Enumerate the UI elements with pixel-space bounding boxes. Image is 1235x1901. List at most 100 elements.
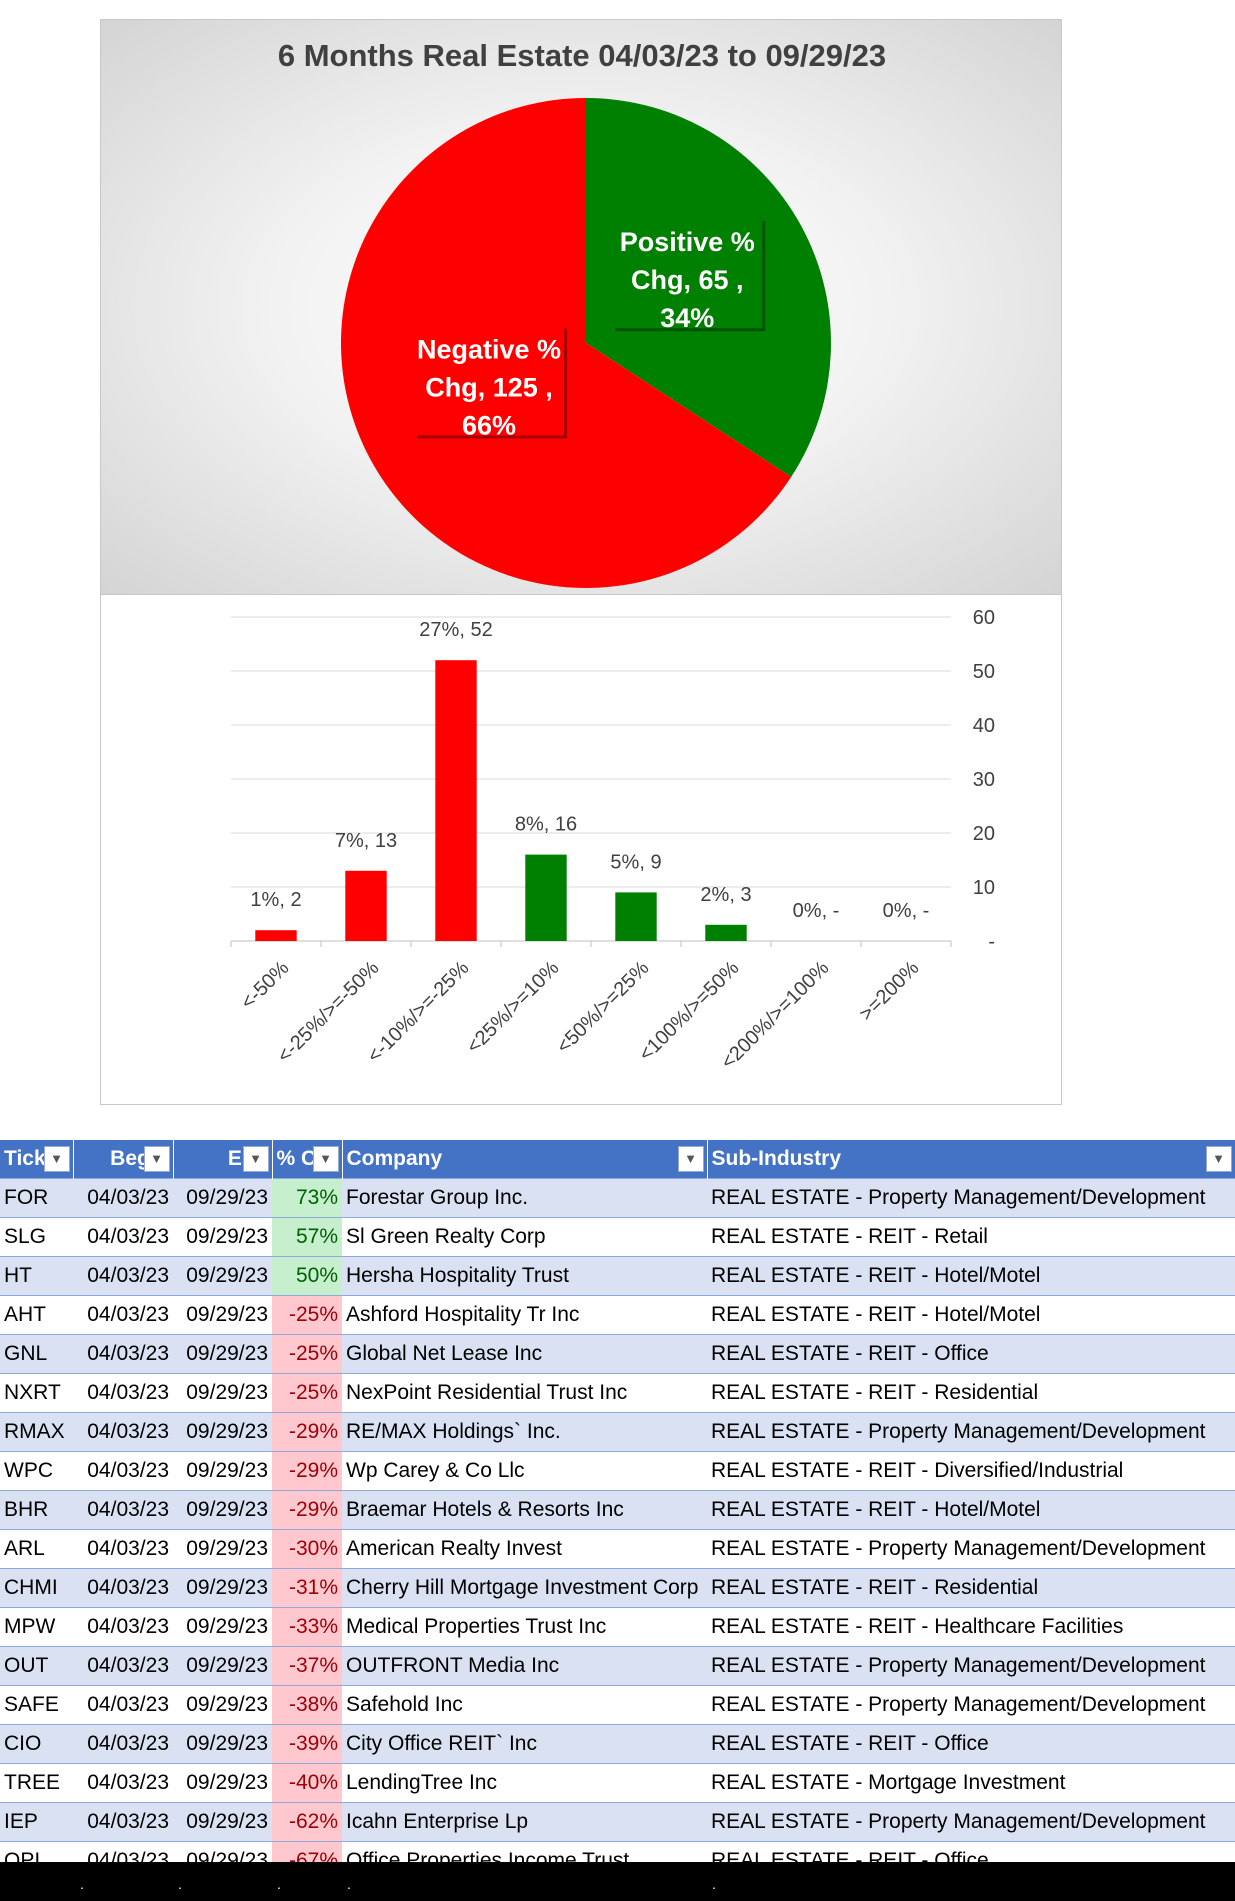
cell-sub-industry[interactable]: REAL ESTATE - Property Management/Develo… [707, 1646, 1235, 1686]
cell-pct-chg[interactable]: 73% [272, 1178, 342, 1218]
cell-end[interactable]: 09/29/23 [173, 1334, 272, 1374]
cell-begin[interactable]: 04/03/23 [73, 1334, 173, 1374]
cell-sub-industry[interactable]: REAL ESTATE - REIT - Hotel/Motel [707, 1490, 1235, 1530]
header-pct-chg[interactable]: % Chg ▼ [272, 1140, 343, 1179]
cell-company[interactable]: Safehold Inc [342, 1685, 707, 1725]
cell-end[interactable]: 09/29/23 [173, 1451, 272, 1491]
cell-ticker[interactable]: GNL [0, 1334, 73, 1374]
cell-company[interactable]: LendingTree Inc [342, 1763, 707, 1803]
cell-end[interactable]: 09/29/23 [173, 1607, 272, 1647]
header-begin[interactable]: Begin ▼ [73, 1140, 174, 1179]
cell-sub-industry[interactable]: REAL ESTATE - REIT - Diversified/Industr… [707, 1451, 1235, 1491]
cell-company[interactable]: Medical Properties Trust Inc [342, 1607, 707, 1647]
cell-ticker[interactable]: NXRT [0, 1373, 73, 1413]
cell-pct-chg[interactable]: -33% [272, 1607, 342, 1647]
filter-dropdown-icon[interactable]: ▼ [1205, 1146, 1232, 1172]
filter-dropdown-icon[interactable]: ▼ [312, 1146, 339, 1172]
cell-end[interactable]: 09/29/23 [173, 1529, 272, 1569]
cell-end[interactable]: 09/29/23 [173, 1373, 272, 1413]
header-company[interactable]: Company ▼ [342, 1140, 708, 1179]
cell-begin[interactable]: 04/03/23 [73, 1529, 173, 1569]
cell-sub-industry[interactable]: REAL ESTATE - REIT - Office [707, 1334, 1235, 1374]
cell-company[interactable]: Sl Green Realty Corp [342, 1217, 707, 1257]
cell-sub-industry[interactable]: REAL ESTATE - Property Management/Develo… [707, 1178, 1235, 1218]
cell-company[interactable]: American Realty Invest [342, 1529, 707, 1569]
cell-begin[interactable]: 04/03/23 [73, 1412, 173, 1452]
cell-end[interactable]: 09/29/23 [173, 1256, 272, 1296]
cell-ticker[interactable]: OUT [0, 1646, 73, 1686]
cell-company[interactable]: Cherry Hill Mortgage Investment Corp [342, 1568, 707, 1608]
cell-end[interactable]: 09/29/23 [173, 1490, 272, 1530]
header-ticker[interactable]: Ticker ▼ [0, 1140, 74, 1179]
cell-company[interactable]: Ashford Hospitality Tr Inc [342, 1295, 707, 1335]
cell-ticker[interactable]: RMAX [0, 1412, 73, 1452]
cell-ticker[interactable]: SAFE [0, 1685, 73, 1725]
cell-ticker[interactable]: MPW [0, 1607, 73, 1647]
cell-company[interactable]: City Office REIT` Inc [342, 1724, 707, 1764]
cell-pct-chg[interactable]: -29% [272, 1451, 342, 1491]
cell-company[interactable]: NexPoint Residential Trust Inc [342, 1373, 707, 1413]
cell-company[interactable]: Forestar Group Inc. [342, 1178, 707, 1218]
cell-pct-chg[interactable]: -62% [272, 1802, 342, 1842]
cell-pct-chg[interactable]: -30% [272, 1529, 342, 1569]
cell-end[interactable]: 09/29/23 [173, 1178, 272, 1218]
cell-company[interactable]: RE/MAX Holdings` Inc. [342, 1412, 707, 1452]
cell-end[interactable]: 09/29/23 [173, 1646, 272, 1686]
cell-begin[interactable]: 04/03/23 [73, 1490, 173, 1530]
cell-sub-industry[interactable]: REAL ESTATE - REIT - Residential [707, 1568, 1235, 1608]
cell-company[interactable]: Global Net Lease Inc [342, 1334, 707, 1374]
cell-sub-industry[interactable]: REAL ESTATE - Mortgage Investment [707, 1763, 1235, 1803]
cell-ticker[interactable]: BHR [0, 1490, 73, 1530]
filter-dropdown-icon[interactable]: ▼ [242, 1146, 269, 1172]
cell-pct-chg[interactable]: -25% [272, 1334, 342, 1374]
cell-begin[interactable]: 04/03/23 [73, 1763, 173, 1803]
cell-ticker[interactable]: ARL [0, 1529, 73, 1569]
cell-sub-industry[interactable]: REAL ESTATE - REIT - Hotel/Motel [707, 1295, 1235, 1335]
cell-ticker[interactable]: IEP [0, 1802, 73, 1842]
cell-pct-chg[interactable]: 57% [272, 1217, 342, 1257]
cell-begin[interactable]: 04/03/23 [73, 1178, 173, 1218]
cell-sub-industry[interactable]: REAL ESTATE - Property Management/Develo… [707, 1802, 1235, 1842]
cell-end[interactable]: 09/29/23 [173, 1568, 272, 1608]
cell-end[interactable]: 09/29/23 [173, 1685, 272, 1725]
cell-begin[interactable]: 04/03/23 [73, 1724, 173, 1764]
cell-begin[interactable]: 04/03/23 [73, 1568, 173, 1608]
cell-pct-chg[interactable]: 50% [272, 1256, 342, 1296]
cell-pct-chg[interactable]: -25% [272, 1373, 342, 1413]
cell-pct-chg[interactable]: -40% [272, 1763, 342, 1803]
cell-pct-chg[interactable]: -37% [272, 1646, 342, 1686]
cell-sub-industry[interactable]: REAL ESTATE - REIT - Residential [707, 1373, 1235, 1413]
cell-end[interactable]: 09/29/23 [173, 1295, 272, 1335]
cell-begin[interactable]: 04/03/23 [73, 1802, 173, 1842]
cell-ticker[interactable]: SLG [0, 1217, 73, 1257]
cell-end[interactable]: 09/29/23 [173, 1724, 272, 1764]
header-end[interactable]: End▼ [173, 1140, 273, 1179]
cell-ticker[interactable]: CIO [0, 1724, 73, 1764]
cell-pct-chg[interactable]: -29% [272, 1490, 342, 1530]
cell-pct-chg[interactable]: -29% [272, 1412, 342, 1452]
filter-dropdown-icon[interactable]: ▼ [143, 1146, 170, 1172]
cell-ticker[interactable]: WPC [0, 1451, 73, 1491]
header-sub-industry[interactable]: Sub-Industry ▼ [707, 1140, 1235, 1179]
cell-company[interactable]: Wp Carey & Co Llc [342, 1451, 707, 1491]
cell-ticker[interactable]: FOR [0, 1178, 73, 1218]
cell-begin[interactable]: 04/03/23 [73, 1646, 173, 1686]
cell-ticker[interactable]: TREE [0, 1763, 73, 1803]
cell-begin[interactable]: 04/03/23 [73, 1217, 173, 1257]
cell-company[interactable]: Hersha Hospitality Trust [342, 1256, 707, 1296]
cell-ticker[interactable]: AHT [0, 1295, 73, 1335]
cell-ticker[interactable]: CHMI [0, 1568, 73, 1608]
cell-pct-chg[interactable]: -25% [272, 1295, 342, 1335]
cell-sub-industry[interactable]: REAL ESTATE - Property Management/Develo… [707, 1412, 1235, 1452]
cell-sub-industry[interactable]: REAL ESTATE - REIT - Healthcare Faciliti… [707, 1607, 1235, 1647]
cell-pct-chg[interactable]: -39% [272, 1724, 342, 1764]
cell-begin[interactable]: 04/03/23 [73, 1373, 173, 1413]
cell-begin[interactable]: 04/03/23 [73, 1451, 173, 1491]
cell-end[interactable]: 09/29/23 [173, 1763, 272, 1803]
cell-begin[interactable]: 04/03/23 [73, 1295, 173, 1335]
filter-dropdown-icon[interactable]: ▼ [43, 1146, 70, 1172]
filter-dropdown-icon[interactable]: ▼ [677, 1146, 704, 1172]
cell-pct-chg[interactable]: -31% [272, 1568, 342, 1608]
cell-pct-chg[interactable]: -38% [272, 1685, 342, 1725]
cell-sub-industry[interactable]: REAL ESTATE - REIT - Hotel/Motel [707, 1256, 1235, 1296]
